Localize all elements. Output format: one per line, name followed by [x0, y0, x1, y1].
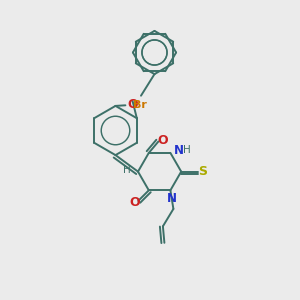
- Text: H: H: [123, 165, 130, 175]
- Text: N: N: [167, 192, 177, 205]
- Text: H: H: [183, 146, 191, 155]
- Text: O: O: [157, 134, 168, 147]
- Text: O: O: [129, 196, 140, 209]
- Text: N: N: [174, 144, 184, 157]
- Text: O: O: [127, 98, 138, 111]
- Text: Br: Br: [133, 100, 147, 110]
- Text: S: S: [199, 165, 208, 178]
